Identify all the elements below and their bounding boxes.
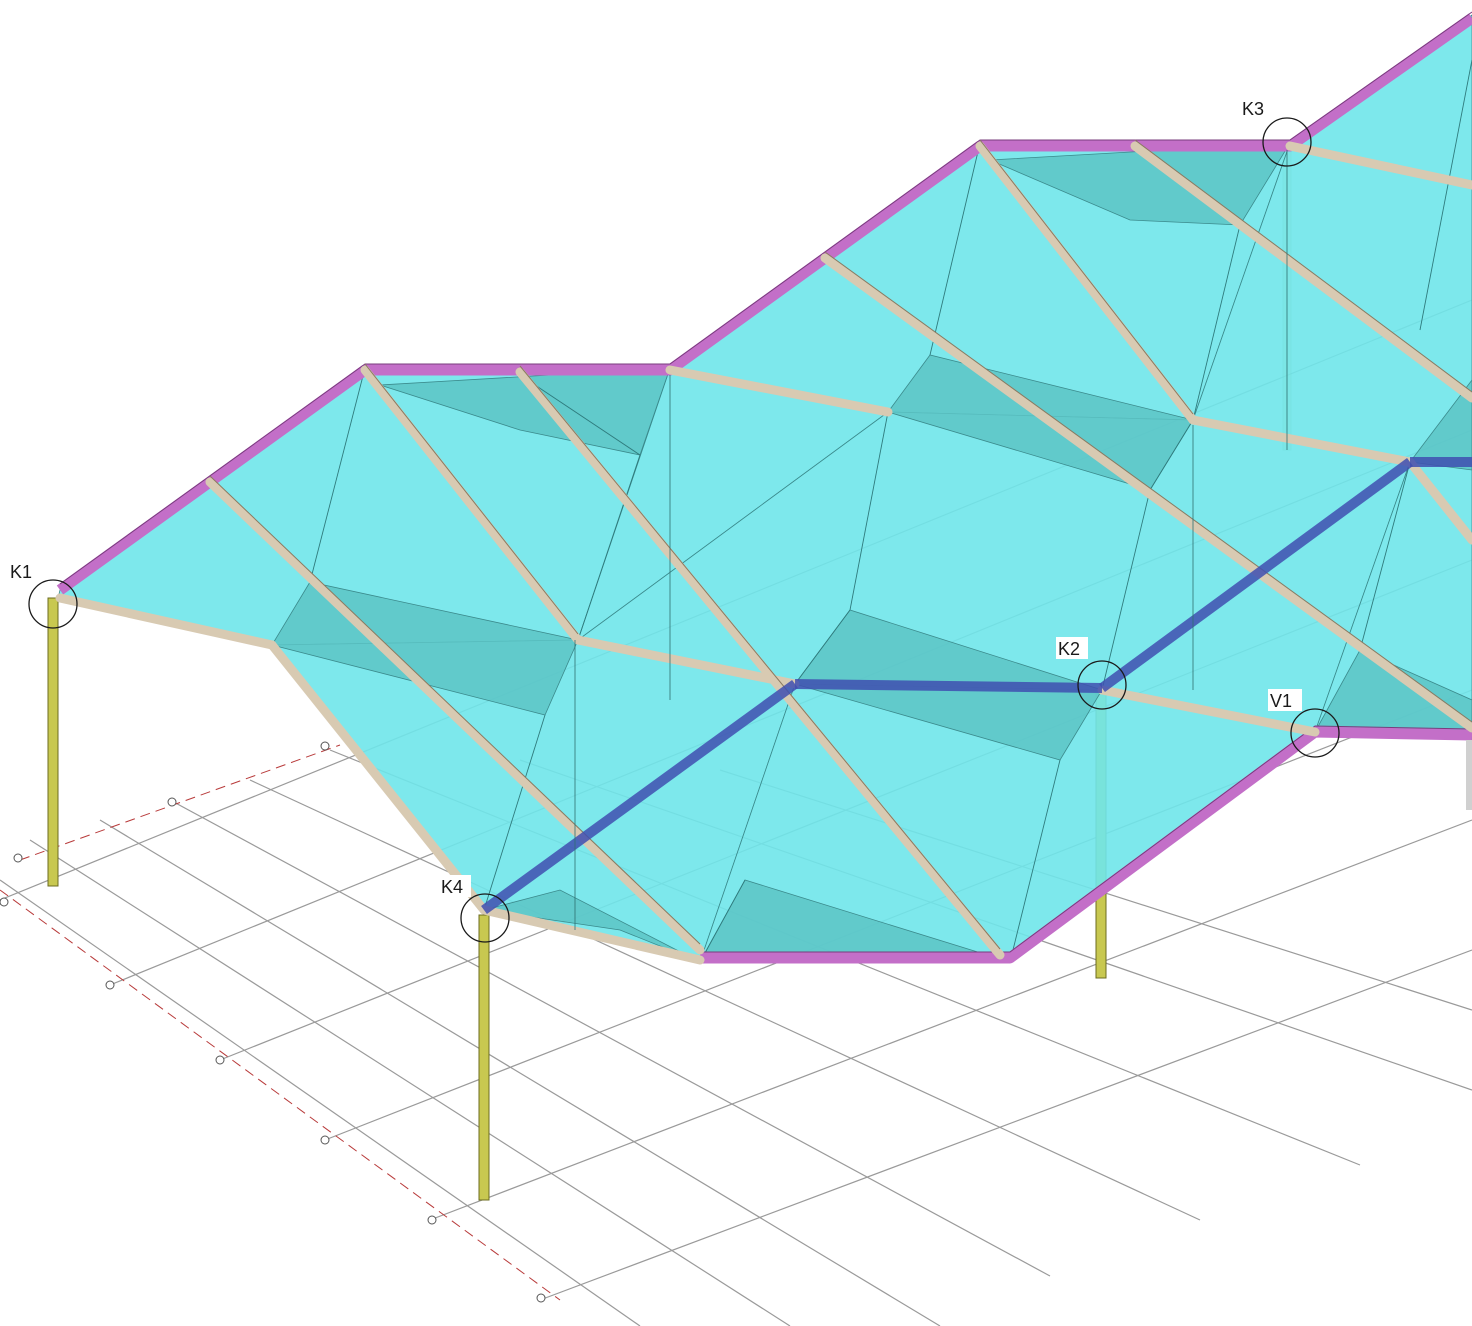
node-k2: K2 [1056,637,1127,710]
rafter [55,593,277,650]
rafter [1097,685,1320,737]
rafter [1405,457,1472,545]
projection-lines [574,150,1288,930]
axis-markers [0,741,546,1303]
node-label: K1 [10,562,32,582]
rafter [975,141,1198,425]
rafter [515,367,1005,960]
node-label: K2 [1058,639,1080,659]
node-k3: K3 [1240,97,1312,167]
axis-lines [0,744,561,1301]
tie-beam [794,679,1103,693]
node-label: K4 [441,877,463,897]
node-k1: K1 [8,560,78,629]
column-k1 [47,597,59,887]
node-circle [1290,708,1340,758]
rafter [820,253,1472,733]
tie-beam [1099,457,1413,693]
rafter [267,640,489,915]
node-v1: V1 [1268,689,1340,758]
rafter [479,905,705,965]
rafter [205,477,705,955]
rafter [360,365,583,645]
node-markers: K1 K2 K3 K4 V1 [8,97,1340,943]
node-circle [28,579,78,629]
column-k4 [478,914,490,1201]
roof-surface [57,14,1472,963]
node-circle [460,893,510,943]
rafters [55,141,1472,965]
node-circle [1077,660,1127,710]
rafter [1188,415,1415,467]
tie-beams [481,457,1472,915]
node-k4: K4 [439,875,510,943]
rafter [573,635,800,689]
rafter [1130,141,1472,403]
tie-beam [481,679,798,915]
node-label: V1 [1270,691,1292,711]
viewport-edge-shadow [1466,740,1472,810]
edge-beam-south [700,726,1472,964]
rafter [1285,141,1472,190]
node-label: K3 [1242,99,1264,119]
rafter [665,365,893,417]
node-circle [1262,117,1312,167]
